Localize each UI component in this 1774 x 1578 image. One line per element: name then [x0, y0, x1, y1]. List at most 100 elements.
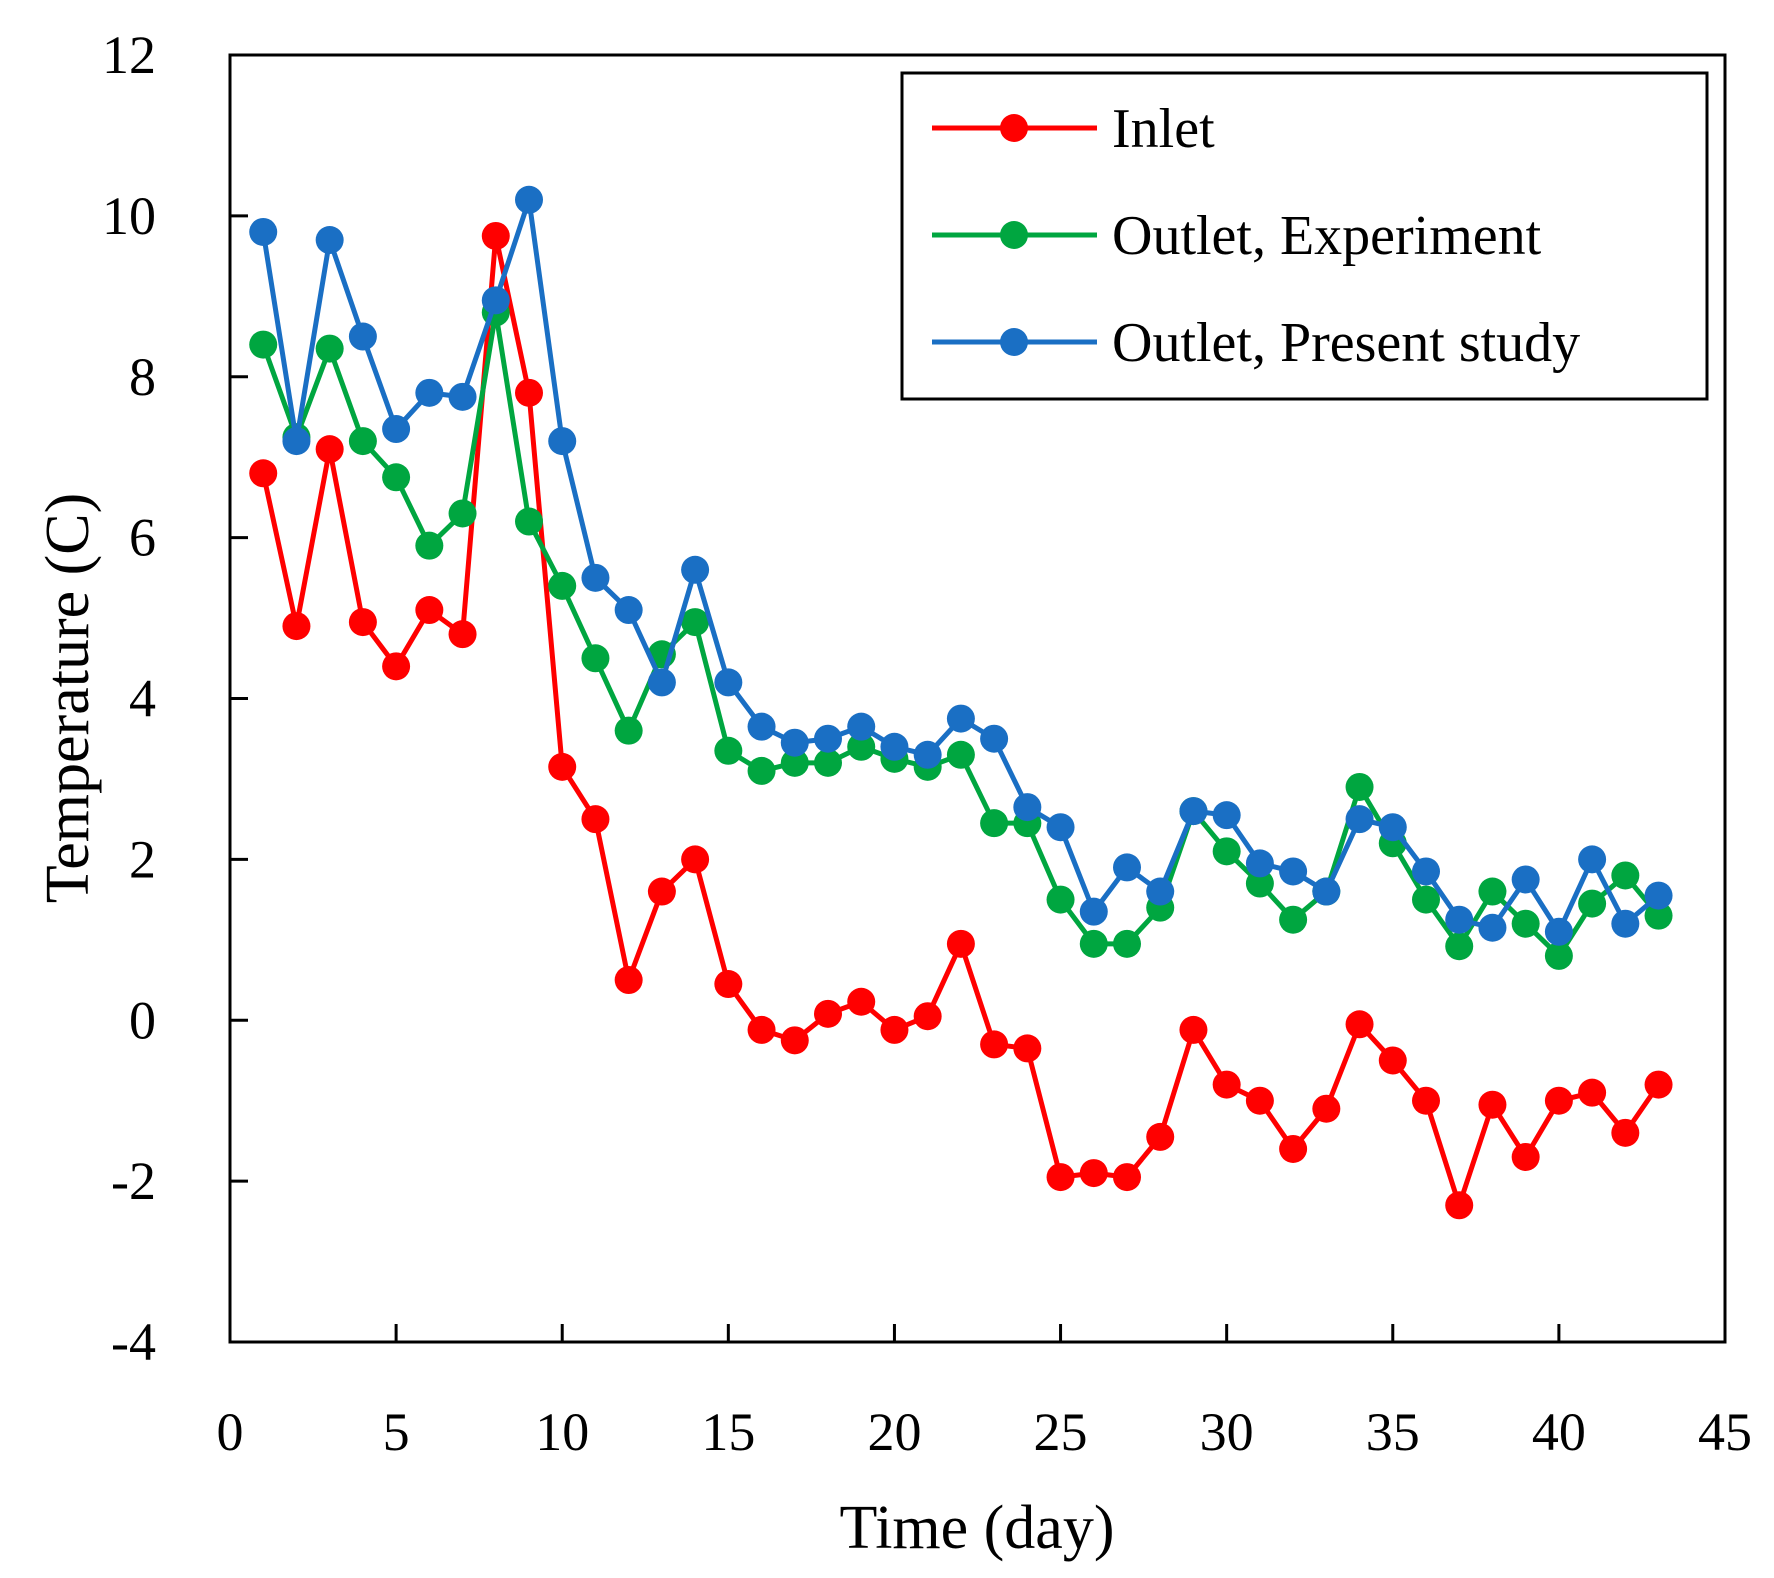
data-point — [315, 334, 344, 363]
data-point — [1511, 1142, 1540, 1171]
data-point — [249, 217, 278, 246]
y-tick-label: -4 — [111, 1312, 156, 1372]
legend-entry: Outlet, Experiment — [932, 205, 1542, 267]
data-point — [780, 748, 809, 777]
data-point — [913, 740, 942, 769]
data-point — [1644, 881, 1673, 910]
data-point — [448, 382, 477, 411]
data-point — [415, 531, 444, 560]
data-point — [1312, 877, 1341, 906]
data-point — [847, 987, 876, 1016]
data-point — [1378, 1046, 1407, 1075]
series-1 — [249, 221, 1673, 1220]
data-point — [880, 1015, 909, 1044]
data-point — [1611, 1118, 1640, 1147]
data-point — [1046, 813, 1075, 842]
data-point — [980, 724, 1009, 753]
data-point — [1212, 1070, 1241, 1099]
x-tick-label: 40 — [1532, 1402, 1586, 1462]
data-point — [581, 644, 610, 673]
data-point — [315, 435, 344, 464]
plot-frame — [228, 53, 1727, 1344]
data-point — [1611, 861, 1640, 890]
data-point — [1113, 929, 1141, 958]
x-tick-label: 25 — [1034, 1402, 1088, 1462]
y-tick-label: 4 — [129, 669, 156, 729]
data-point — [681, 845, 710, 874]
data-point — [1013, 1034, 1042, 1063]
data-point — [1544, 1086, 1573, 1115]
data-point — [515, 378, 543, 407]
data-point — [747, 1015, 776, 1044]
ticks-layer: 0 5 10 15 20 25 30 35 40 45 -4 -2 0 2 4 6 8 10 12 — [102, 25, 1752, 1462]
data-point — [847, 712, 876, 741]
data-point — [747, 756, 776, 785]
legend-label: Outlet, Experiment — [1112, 205, 1542, 267]
data-point — [415, 596, 444, 625]
data-point — [1146, 1122, 1175, 1151]
data-point — [382, 463, 411, 492]
data-point — [1046, 1163, 1075, 1192]
x-tick-label: 20 — [867, 1402, 921, 1462]
legend-marker — [1000, 221, 1028, 249]
x-tick-label: 5 — [383, 1402, 410, 1462]
series-2 — [249, 298, 1673, 970]
y-tick-label: -2 — [111, 1151, 156, 1211]
data-point — [913, 1002, 942, 1031]
data-point — [714, 970, 743, 999]
data-point — [946, 740, 975, 769]
data-point — [348, 322, 377, 351]
data-point — [1279, 857, 1308, 886]
data-point — [1511, 865, 1540, 894]
data-point — [1113, 1163, 1141, 1192]
data-point — [946, 704, 975, 733]
data-point — [780, 728, 809, 757]
data-point — [548, 427, 577, 456]
data-point — [382, 415, 411, 444]
data-point — [1511, 909, 1540, 938]
data-point — [1445, 905, 1474, 934]
data-point — [448, 620, 477, 649]
data-point — [1279, 905, 1308, 934]
data-point — [348, 608, 377, 637]
data-point — [1212, 837, 1241, 866]
data-point — [814, 748, 842, 777]
data-point — [614, 966, 643, 995]
data-point — [1245, 849, 1274, 878]
x-axis-title: Time (day) — [840, 1494, 1115, 1562]
y-tick-label: 0 — [129, 990, 156, 1050]
data-point — [1179, 1015, 1208, 1044]
data-point — [1245, 1086, 1274, 1115]
legend: Inlet Outlet, Experiment Outlet, Present s… — [900, 71, 1709, 401]
data-point — [880, 732, 909, 761]
data-point — [714, 736, 743, 765]
data-point — [1345, 805, 1374, 834]
data-point — [614, 596, 643, 625]
data-point — [980, 809, 1009, 838]
data-point — [814, 724, 842, 753]
data-point — [1644, 901, 1673, 930]
data-point — [1478, 877, 1507, 906]
data-point — [448, 499, 477, 528]
data-point — [282, 612, 311, 641]
data-point — [581, 563, 610, 592]
data-point — [249, 330, 278, 359]
data-point — [1611, 909, 1640, 938]
y-tick-label: 6 — [129, 508, 156, 568]
data-point — [847, 732, 876, 761]
data-point — [1279, 1134, 1308, 1163]
data-point — [481, 221, 510, 250]
x-tick-label: 10 — [535, 1402, 589, 1462]
data-point — [1079, 897, 1108, 926]
data-point — [614, 716, 643, 745]
data-point — [747, 712, 776, 741]
data-point — [1079, 929, 1108, 958]
x-tick-label: 45 — [1698, 1402, 1752, 1462]
data-point — [1378, 813, 1407, 842]
data-point — [1312, 1094, 1341, 1123]
y-tick-label: 2 — [129, 829, 156, 889]
data-point — [681, 555, 710, 584]
series-3 — [249, 185, 1673, 946]
data-point — [814, 999, 842, 1028]
legend-marker — [1000, 328, 1028, 356]
